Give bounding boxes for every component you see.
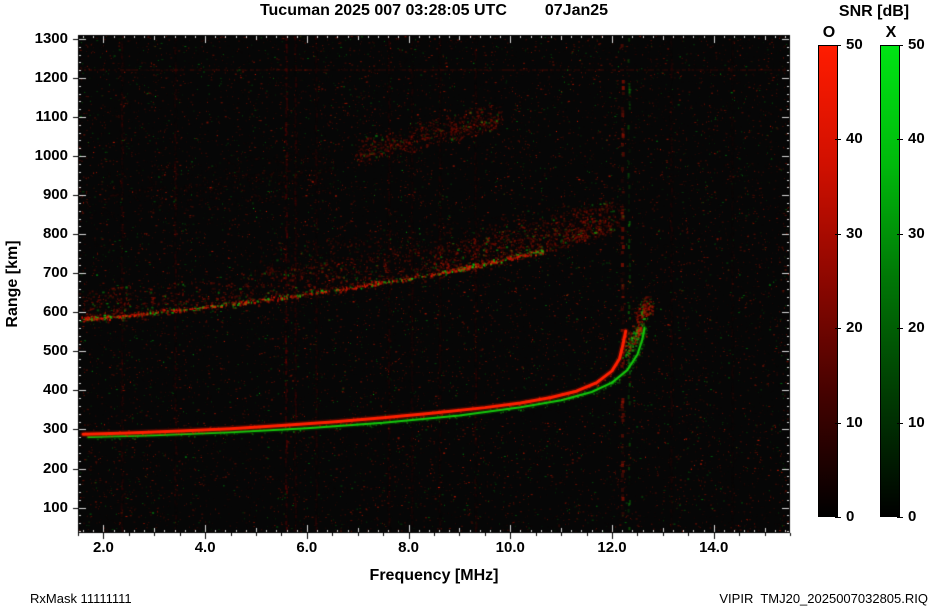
colorbar-tick-label: 50 — [846, 36, 863, 53]
o-mode-label: O — [822, 24, 836, 41]
colorbar-tickmark — [897, 139, 903, 140]
colorbar-tickmark — [897, 234, 903, 235]
y-tick-label: 1300 — [34, 29, 68, 47]
y-tick-label: 800 — [42, 225, 68, 243]
y-tick-label: 300 — [42, 420, 68, 438]
colorbar-tick-label: 40 — [846, 130, 863, 148]
colorbar-title: SNR [dB] — [838, 3, 910, 20]
y-tick-label: 200 — [42, 459, 68, 477]
colorbar-tickmark — [897, 45, 903, 46]
y-tick-label: 1200 — [34, 68, 68, 86]
x-tick-label: 12.0 — [597, 539, 627, 556]
colorbar-tickmark — [835, 423, 841, 424]
plot-title-text: Tucuman 2025 007 03:28:05 UTC — [259, 2, 507, 19]
x-mode-label: X — [885, 24, 897, 41]
y-tick-label: 700 — [42, 264, 68, 282]
y-tick-label: 400 — [42, 381, 68, 399]
colorbar-tick-label: 40 — [908, 130, 925, 148]
o-colorbar-gradient — [818, 45, 838, 517]
y-tick-label: 1000 — [34, 147, 68, 165]
x-tick-label: 10.0 — [495, 539, 525, 556]
y-tick-label: 100 — [42, 498, 68, 516]
plot-date-text: 07Jan25 — [544, 2, 609, 19]
y-tick-label: 900 — [42, 186, 68, 204]
y-tick-label: 600 — [42, 303, 68, 321]
y-tick-label: 1100 — [35, 108, 68, 126]
colorbar-tick-label: 20 — [846, 319, 863, 337]
colorbar-tick-label: 30 — [846, 224, 863, 242]
colorbar-tick-label: 0 — [908, 508, 917, 525]
x-tick-label: 6.0 — [296, 539, 318, 556]
y-axis-label: Range [km] — [4, 240, 21, 328]
colorbar-tickmark — [897, 423, 903, 424]
colorbar-tickmark — [835, 517, 841, 518]
colorbar-tickmark — [835, 45, 841, 46]
colorbar-tickmark — [835, 328, 841, 329]
x-tick-label: 8.0 — [398, 539, 419, 556]
colorbar-tick-label: 30 — [908, 224, 925, 242]
colorbar-tick-label: 0 — [846, 508, 855, 525]
plot-title: Tucuman 2025 007 03:28:05 UTC 07Jan25 — [78, 2, 790, 20]
colorbar-tickmark — [897, 328, 903, 329]
filename-label: VIPIR TMJ20_2025007032805.RIQ — [719, 591, 928, 606]
y-tick-label: 500 — [42, 342, 68, 360]
colorbar-tick-label: 10 — [846, 413, 863, 431]
colorbar-tick-label: 50 — [908, 36, 925, 53]
colorbar-tick-label: 20 — [908, 319, 925, 337]
colorbar-tickmark — [835, 234, 841, 235]
colorbar-tickmark — [897, 517, 903, 518]
x-tick-label: 14.0 — [699, 539, 729, 556]
colorbar-tickmark — [835, 139, 841, 140]
ionogram-canvas — [70, 34, 798, 542]
x-tick-label: 4.0 — [194, 539, 216, 556]
x-tick-label: 2.0 — [92, 539, 114, 556]
colorbar-tick-label: 10 — [908, 413, 925, 431]
x-colorbar-gradient — [880, 45, 900, 517]
x-axis-label: Frequency [MHz] — [369, 567, 499, 584]
rxmask-label: RxMask 11111111 — [30, 591, 132, 606]
